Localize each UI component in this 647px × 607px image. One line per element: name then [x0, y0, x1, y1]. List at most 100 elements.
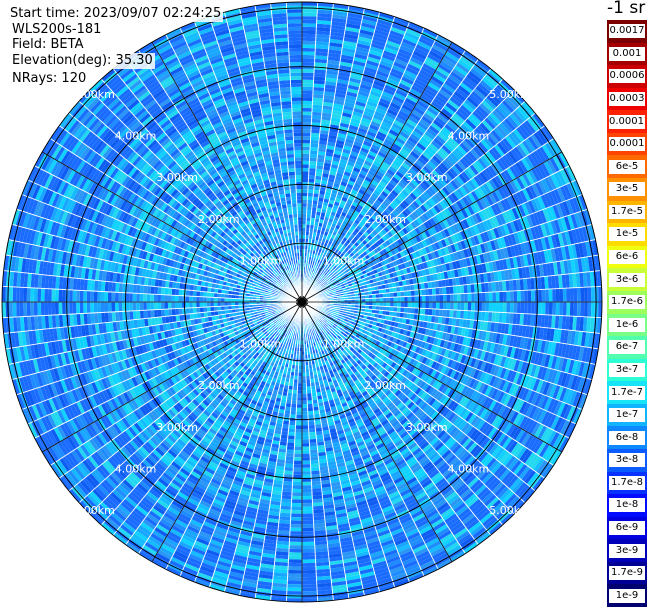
gate-cell — [346, 131, 357, 138]
gate-cell — [302, 90, 314, 95]
gate-cell — [545, 289, 550, 302]
gate-cell — [329, 38, 344, 44]
gate-cell — [313, 87, 325, 92]
gate-cell — [302, 54, 315, 59]
gate-cell — [309, 164, 317, 169]
gate-cell — [302, 227, 306, 232]
gate-cell — [418, 302, 422, 309]
gate-cell — [327, 203, 334, 208]
gate-cell — [309, 438, 317, 443]
gate-cell — [346, 19, 362, 26]
gate-cell — [499, 302, 504, 313]
gate-cell — [315, 37, 330, 43]
gate-cell — [302, 79, 314, 84]
gate-cell — [541, 289, 546, 302]
gate-cell — [334, 96, 346, 102]
gate-cell — [346, 16, 363, 23]
gate-cell — [306, 220, 311, 225]
gate-cell — [311, 210, 317, 215]
gate-cell — [309, 445, 318, 450]
gate-cell — [311, 122, 321, 127]
gate-cell — [379, 297, 384, 302]
gate-cell — [311, 125, 321, 130]
gate-cell — [460, 310, 465, 319]
gate-cell — [410, 290, 415, 297]
gate-cell — [337, 132, 347, 139]
gate-cell — [520, 302, 525, 314]
gate-cell — [499, 291, 504, 302]
gate-cell — [302, 224, 307, 228]
gate-cell — [305, 231, 310, 236]
gate-cell — [348, 124, 359, 131]
gate-cell — [332, 10, 348, 17]
gate-cell — [414, 289, 419, 297]
gate-cell — [397, 302, 401, 308]
gate-cell — [470, 310, 475, 321]
gate-cell — [315, 172, 323, 177]
gate-cell — [354, 104, 366, 111]
gate-cell — [492, 302, 497, 313]
gate-cell — [308, 171, 316, 176]
gate-cell — [302, 252, 305, 257]
gate-cell — [302, 160, 310, 165]
gate-cell — [428, 288, 433, 296]
gate-cell — [316, 23, 332, 29]
gate-cell — [309, 435, 317, 440]
gate-cell — [485, 302, 490, 312]
gate-cell — [313, 225, 319, 230]
gate-cell — [323, 94, 335, 100]
gate-cell — [310, 217, 316, 222]
gate-cell — [302, 167, 309, 172]
gate-cell — [363, 8, 380, 16]
gate-cell — [345, 94, 357, 101]
gate-cell — [335, 139, 345, 146]
gate-cell — [322, 101, 334, 107]
gate-cell — [442, 309, 447, 318]
gate-cell — [308, 168, 316, 173]
gate-cell — [538, 289, 542, 302]
gate-cell — [449, 286, 454, 295]
gate-cell — [302, 72, 314, 77]
gate-cell — [315, 34, 330, 39]
gate-cell — [344, 141, 354, 148]
gate-cell — [329, 170, 337, 176]
gate-cell — [302, 192, 308, 197]
gate-cell — [302, 107, 313, 112]
gate-cell — [312, 203, 318, 208]
gate-cell — [323, 220, 329, 225]
gate-cell — [328, 131, 338, 137]
gate-cell — [344, 30, 360, 37]
gate-cell — [407, 296, 412, 302]
gate-cell — [346, 88, 359, 94]
gate-cell — [322, 169, 330, 175]
gate-cell — [310, 139, 319, 144]
gate-cell — [343, 105, 355, 112]
gate-cell — [446, 294, 451, 302]
gate-cell — [317, 226, 323, 231]
gate-cell — [457, 293, 461, 302]
gate-cell — [347, 12, 363, 19]
gate-cell — [460, 302, 465, 311]
gate-cell — [316, 229, 322, 234]
gate-cell — [302, 47, 316, 52]
gate-cell — [337, 165, 346, 172]
gate-cell — [321, 116, 332, 121]
gate-cell — [393, 297, 398, 302]
gate-cell — [584, 287, 588, 302]
gate-cell — [366, 56, 381, 64]
gate-cell — [313, 193, 320, 198]
gate-cell — [400, 296, 405, 302]
gate-cell — [314, 175, 322, 180]
gate-cell — [309, 449, 318, 454]
gate-cell — [302, 196, 308, 200]
gate-cell — [302, 44, 316, 49]
gate-cell — [327, 52, 342, 58]
gate-cell — [302, 182, 309, 186]
gate-cell — [361, 77, 374, 84]
gate-cell — [407, 302, 412, 308]
gate-cell — [308, 238, 312, 243]
gate-cell — [323, 216, 330, 222]
gate-cell — [587, 286, 592, 302]
gate-cell — [318, 222, 323, 227]
gate-cell — [338, 129, 348, 135]
